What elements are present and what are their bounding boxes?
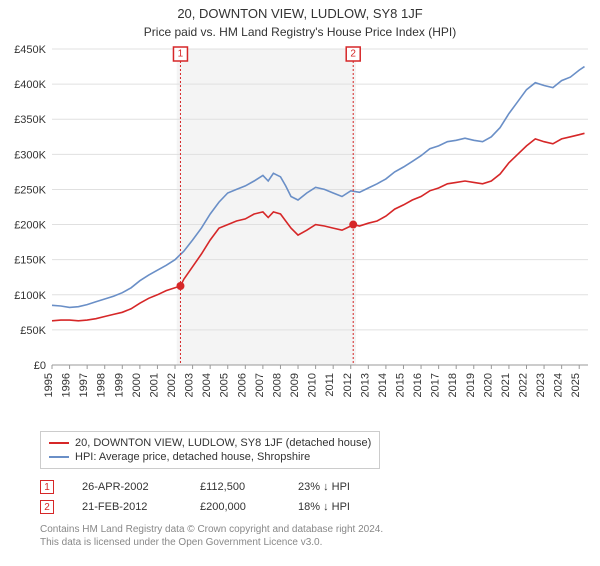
chart-subtitle: Price paid vs. HM Land Registry's House …: [0, 25, 600, 39]
svg-text:£50K: £50K: [20, 325, 46, 337]
sale-date: 21-FEB-2012: [82, 501, 172, 513]
svg-text:2013: 2013: [359, 373, 371, 397]
svg-text:1996: 1996: [61, 373, 73, 397]
svg-text:1999: 1999: [113, 373, 125, 397]
sale-row: 1 26-APR-2002 £112,500 23% ↓ HPI: [40, 477, 600, 497]
legend-swatch: [49, 442, 69, 444]
svg-text:2009: 2009: [289, 373, 301, 397]
svg-text:2024: 2024: [553, 373, 565, 397]
svg-text:2006: 2006: [236, 373, 248, 397]
svg-text:£150K: £150K: [14, 255, 46, 267]
svg-text:2008: 2008: [271, 373, 283, 397]
sales-table: 1 26-APR-2002 £112,500 23% ↓ HPI 2 21-FEB-201…: [40, 477, 600, 517]
sale-date: 26-APR-2002: [82, 481, 172, 493]
sale-marker: 2: [40, 500, 54, 514]
svg-text:2017: 2017: [430, 373, 442, 397]
svg-text:2016: 2016: [412, 373, 424, 397]
svg-text:2005: 2005: [219, 373, 231, 397]
svg-text:2020: 2020: [482, 373, 494, 397]
svg-text:£350K: £350K: [14, 114, 46, 126]
svg-text:2023: 2023: [535, 373, 547, 397]
svg-text:£250K: £250K: [14, 184, 46, 196]
svg-text:£400K: £400K: [14, 79, 46, 91]
sale-row: 2 21-FEB-2012 £200,000 18% ↓ HPI: [40, 497, 600, 517]
svg-text:£300K: £300K: [14, 149, 46, 161]
svg-text:2000: 2000: [131, 373, 143, 397]
chart-svg: £0 £50K £100K £150K £200K £250K £300K £350K £400…: [0, 45, 600, 425]
sale-marker: 1: [40, 480, 54, 494]
svg-text:2004: 2004: [201, 373, 213, 397]
footnote: Contains HM Land Registry data © Crown c…: [40, 523, 600, 549]
svg-text:2007: 2007: [254, 373, 266, 397]
svg-text:2001: 2001: [148, 373, 160, 397]
legend-swatch: [49, 456, 69, 458]
svg-text:2010: 2010: [307, 373, 319, 397]
sale-delta: 23% ↓ HPI: [298, 481, 350, 493]
svg-text:2003: 2003: [184, 373, 196, 397]
svg-text:£100K: £100K: [14, 290, 46, 302]
svg-text:£200K: £200K: [14, 220, 46, 232]
sale-delta: 18% ↓ HPI: [298, 501, 350, 513]
svg-text:2: 2: [350, 49, 356, 60]
svg-text:2015: 2015: [394, 373, 406, 397]
legend-row: 20, DOWNTON VIEW, LUDLOW, SY8 1JF (detac…: [49, 436, 371, 450]
svg-text:1995: 1995: [43, 373, 55, 397]
legend-label: 20, DOWNTON VIEW, LUDLOW, SY8 1JF (detac…: [75, 437, 371, 449]
sale-price: £200,000: [200, 501, 270, 513]
chart-container: £0 £50K £100K £150K £200K £250K £300K £350K £400…: [0, 45, 600, 425]
svg-text:2022: 2022: [517, 373, 529, 397]
svg-text:1998: 1998: [96, 373, 108, 397]
sale-price: £112,500: [200, 481, 270, 493]
svg-text:2011: 2011: [324, 373, 336, 397]
footnote-line: Contains HM Land Registry data © Crown c…: [40, 523, 600, 536]
svg-text:1: 1: [178, 49, 184, 60]
legend-label: HPI: Average price, detached house, Shro…: [75, 451, 310, 463]
chart-title: 20, DOWNTON VIEW, LUDLOW, SY8 1JF: [0, 6, 600, 21]
legend: 20, DOWNTON VIEW, LUDLOW, SY8 1JF (detac…: [40, 431, 380, 469]
svg-text:2018: 2018: [447, 373, 459, 397]
svg-text:2012: 2012: [342, 373, 354, 397]
svg-text:£0: £0: [34, 360, 46, 372]
legend-row: HPI: Average price, detached house, Shro…: [49, 450, 371, 464]
svg-text:£450K: £450K: [14, 45, 46, 56]
svg-text:2025: 2025: [570, 373, 582, 397]
svg-text:2014: 2014: [377, 373, 389, 397]
footnote-line: This data is licensed under the Open Gov…: [40, 536, 600, 549]
svg-text:2002: 2002: [166, 373, 178, 397]
svg-text:2021: 2021: [500, 373, 512, 397]
svg-text:2019: 2019: [465, 373, 477, 397]
svg-text:1997: 1997: [78, 373, 90, 397]
